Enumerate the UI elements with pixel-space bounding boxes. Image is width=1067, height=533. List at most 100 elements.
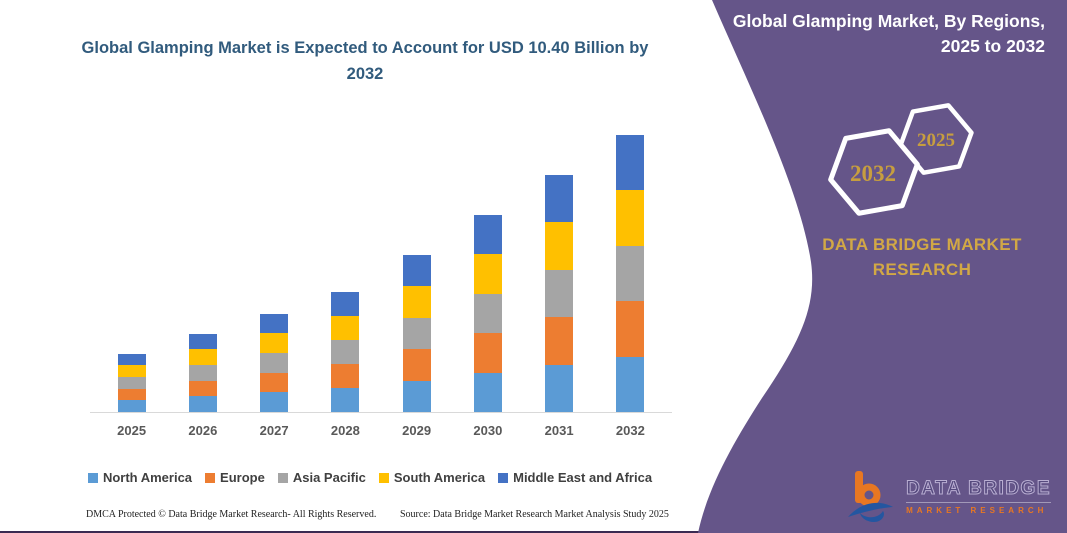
bar-segment-asia-pacific: [402, 317, 431, 350]
bar-segment-south-america: [616, 190, 645, 246]
x-axis-labels: 2025 2026 2027 2028 2029 2030 2031 2032: [96, 423, 666, 438]
legend-item: South America: [378, 470, 485, 485]
logo-text-block: DATA BRIDGE MARKET RESEARCH: [906, 477, 1051, 515]
bar-segment-europe: [117, 388, 146, 401]
bar-segment-south-america: [545, 222, 574, 270]
legend-item: North America: [87, 470, 193, 485]
dbmr-logo: DATA BRIDGE MARKET RESEARCH: [846, 469, 1051, 523]
bar-segment-middle-east-and-africa: [331, 292, 360, 316]
panel-title: Global Glamping Market, By Regions, 2025…: [732, 11, 1045, 57]
bar-segment-south-america: [331, 316, 360, 340]
x-tick-label: 2029: [402, 423, 432, 438]
bar-segment-south-america: [260, 333, 289, 353]
bar-segment-asia-pacific: [117, 376, 146, 389]
bar-segment-north-america: [545, 364, 574, 412]
bar-segment-middle-east-and-africa: [473, 215, 502, 255]
x-tick-label: 2027: [259, 423, 289, 438]
logo-primary-text: DATA BRIDGE: [906, 477, 1051, 503]
bar-column-2028: [310, 120, 381, 412]
chart-title: Global Glamping Market is Expected to Ac…: [81, 39, 649, 83]
bar-segment-north-america: [260, 392, 289, 412]
bar-segment-asia-pacific: [473, 293, 502, 334]
bar-column-2031: [524, 120, 595, 412]
bar-stack-2028: [331, 292, 360, 412]
bar-segment-middle-east-and-africa: [402, 255, 431, 287]
bar-column-2030: [452, 120, 523, 412]
legend-swatch-icon: [277, 472, 288, 483]
bar-column-2025: [96, 120, 167, 412]
legend-swatch-icon: [378, 472, 389, 483]
legend-item: Middle East and Africa: [498, 470, 652, 485]
bar-segment-middle-east-and-africa: [117, 353, 146, 366]
bar-stack-2026: [188, 333, 217, 412]
bar-segment-asia-pacific: [545, 269, 574, 318]
bar-column-2027: [239, 120, 310, 412]
bar-segment-europe: [473, 333, 502, 373]
legend-swatch-icon: [498, 472, 509, 483]
bar-column-2029: [381, 120, 452, 412]
legend-item: Asia Pacific: [277, 470, 366, 485]
bar-column-2026: [167, 120, 238, 412]
bottom-rule: [0, 531, 1067, 533]
bar-segment-south-america: [117, 365, 146, 377]
bar-stack-2032: [616, 135, 645, 412]
legend-swatch-icon: [87, 472, 98, 483]
x-tick-label: 2032: [615, 423, 645, 438]
bar-segment-europe: [545, 317, 574, 365]
bar-stack-2029: [402, 255, 431, 412]
source-text: Source: Data Bridge Market Research Mark…: [400, 509, 669, 520]
bar-segment-south-america: [473, 254, 502, 294]
bar-series-container: [96, 120, 666, 412]
logo-swoosh-lower: [860, 511, 885, 522]
hexagon-large: [828, 128, 920, 216]
bar-segment-middle-east-and-africa: [188, 333, 217, 350]
bar-segment-south-america: [188, 349, 217, 365]
footer: DMCA Protected © Data Bridge Market Rese…: [0, 507, 700, 525]
logo-secondary-text: MARKET RESEARCH: [906, 505, 1048, 515]
bar-stack-2031: [545, 175, 574, 412]
legend-label: North America: [102, 470, 193, 485]
bar-segment-asia-pacific: [188, 364, 217, 381]
bar-segment-asia-pacific: [260, 352, 289, 373]
bar-segment-asia-pacific: [616, 245, 645, 302]
bar-segment-south-america: [402, 286, 431, 318]
bar-segment-north-america: [188, 396, 217, 412]
legend-label: Asia Pacific: [292, 470, 366, 485]
bar-segment-europe: [188, 380, 217, 397]
bar-segment-europe: [331, 364, 360, 388]
x-axis-line: [90, 412, 672, 413]
bar-segment-north-america: [331, 388, 360, 412]
x-tick-label: 2026: [188, 423, 218, 438]
legend-label: Europe: [220, 470, 265, 485]
brand-heading: DATA BRIDGE MARKET RESEARCH: [822, 235, 1022, 279]
chart-legend: North America Europe Asia Pacific South Ame…: [60, 470, 680, 485]
bar-column-2032: [595, 120, 666, 412]
x-tick-label: 2025: [117, 423, 147, 438]
x-tick-label: 2031: [544, 423, 574, 438]
legend-swatch-icon: [205, 472, 216, 483]
bar-segment-middle-east-and-africa: [616, 135, 645, 191]
hexagon-large-label: 2032: [850, 161, 896, 186]
x-tick-label: 2028: [330, 423, 360, 438]
hexagon-small: [898, 103, 974, 175]
hexagon-small-label: 2025: [917, 130, 955, 151]
x-tick-label: 2030: [473, 423, 503, 438]
bar-segment-north-america: [473, 372, 502, 412]
legend-label: Middle East and Africa: [513, 470, 653, 485]
dbmr-logo-icon: [848, 471, 894, 522]
logo-b-bowl: [857, 483, 881, 507]
hexagon-large-shape: [828, 128, 920, 216]
legend-item: Europe: [205, 470, 265, 485]
plot-area: [90, 120, 672, 413]
bar-segment-asia-pacific: [331, 340, 360, 364]
hexagon-small-shape: [898, 103, 974, 175]
bar-stack-2027: [260, 313, 289, 412]
bar-segment-north-america: [616, 356, 645, 412]
bar-segment-europe: [616, 301, 645, 357]
bar-segment-north-america: [117, 400, 146, 412]
bar-segment-europe: [260, 372, 289, 393]
bar-stack-2030: [473, 215, 502, 412]
bar-segment-middle-east-and-africa: [545, 175, 574, 223]
dmca-text: DMCA Protected © Data Bridge Market Rese…: [86, 509, 377, 520]
